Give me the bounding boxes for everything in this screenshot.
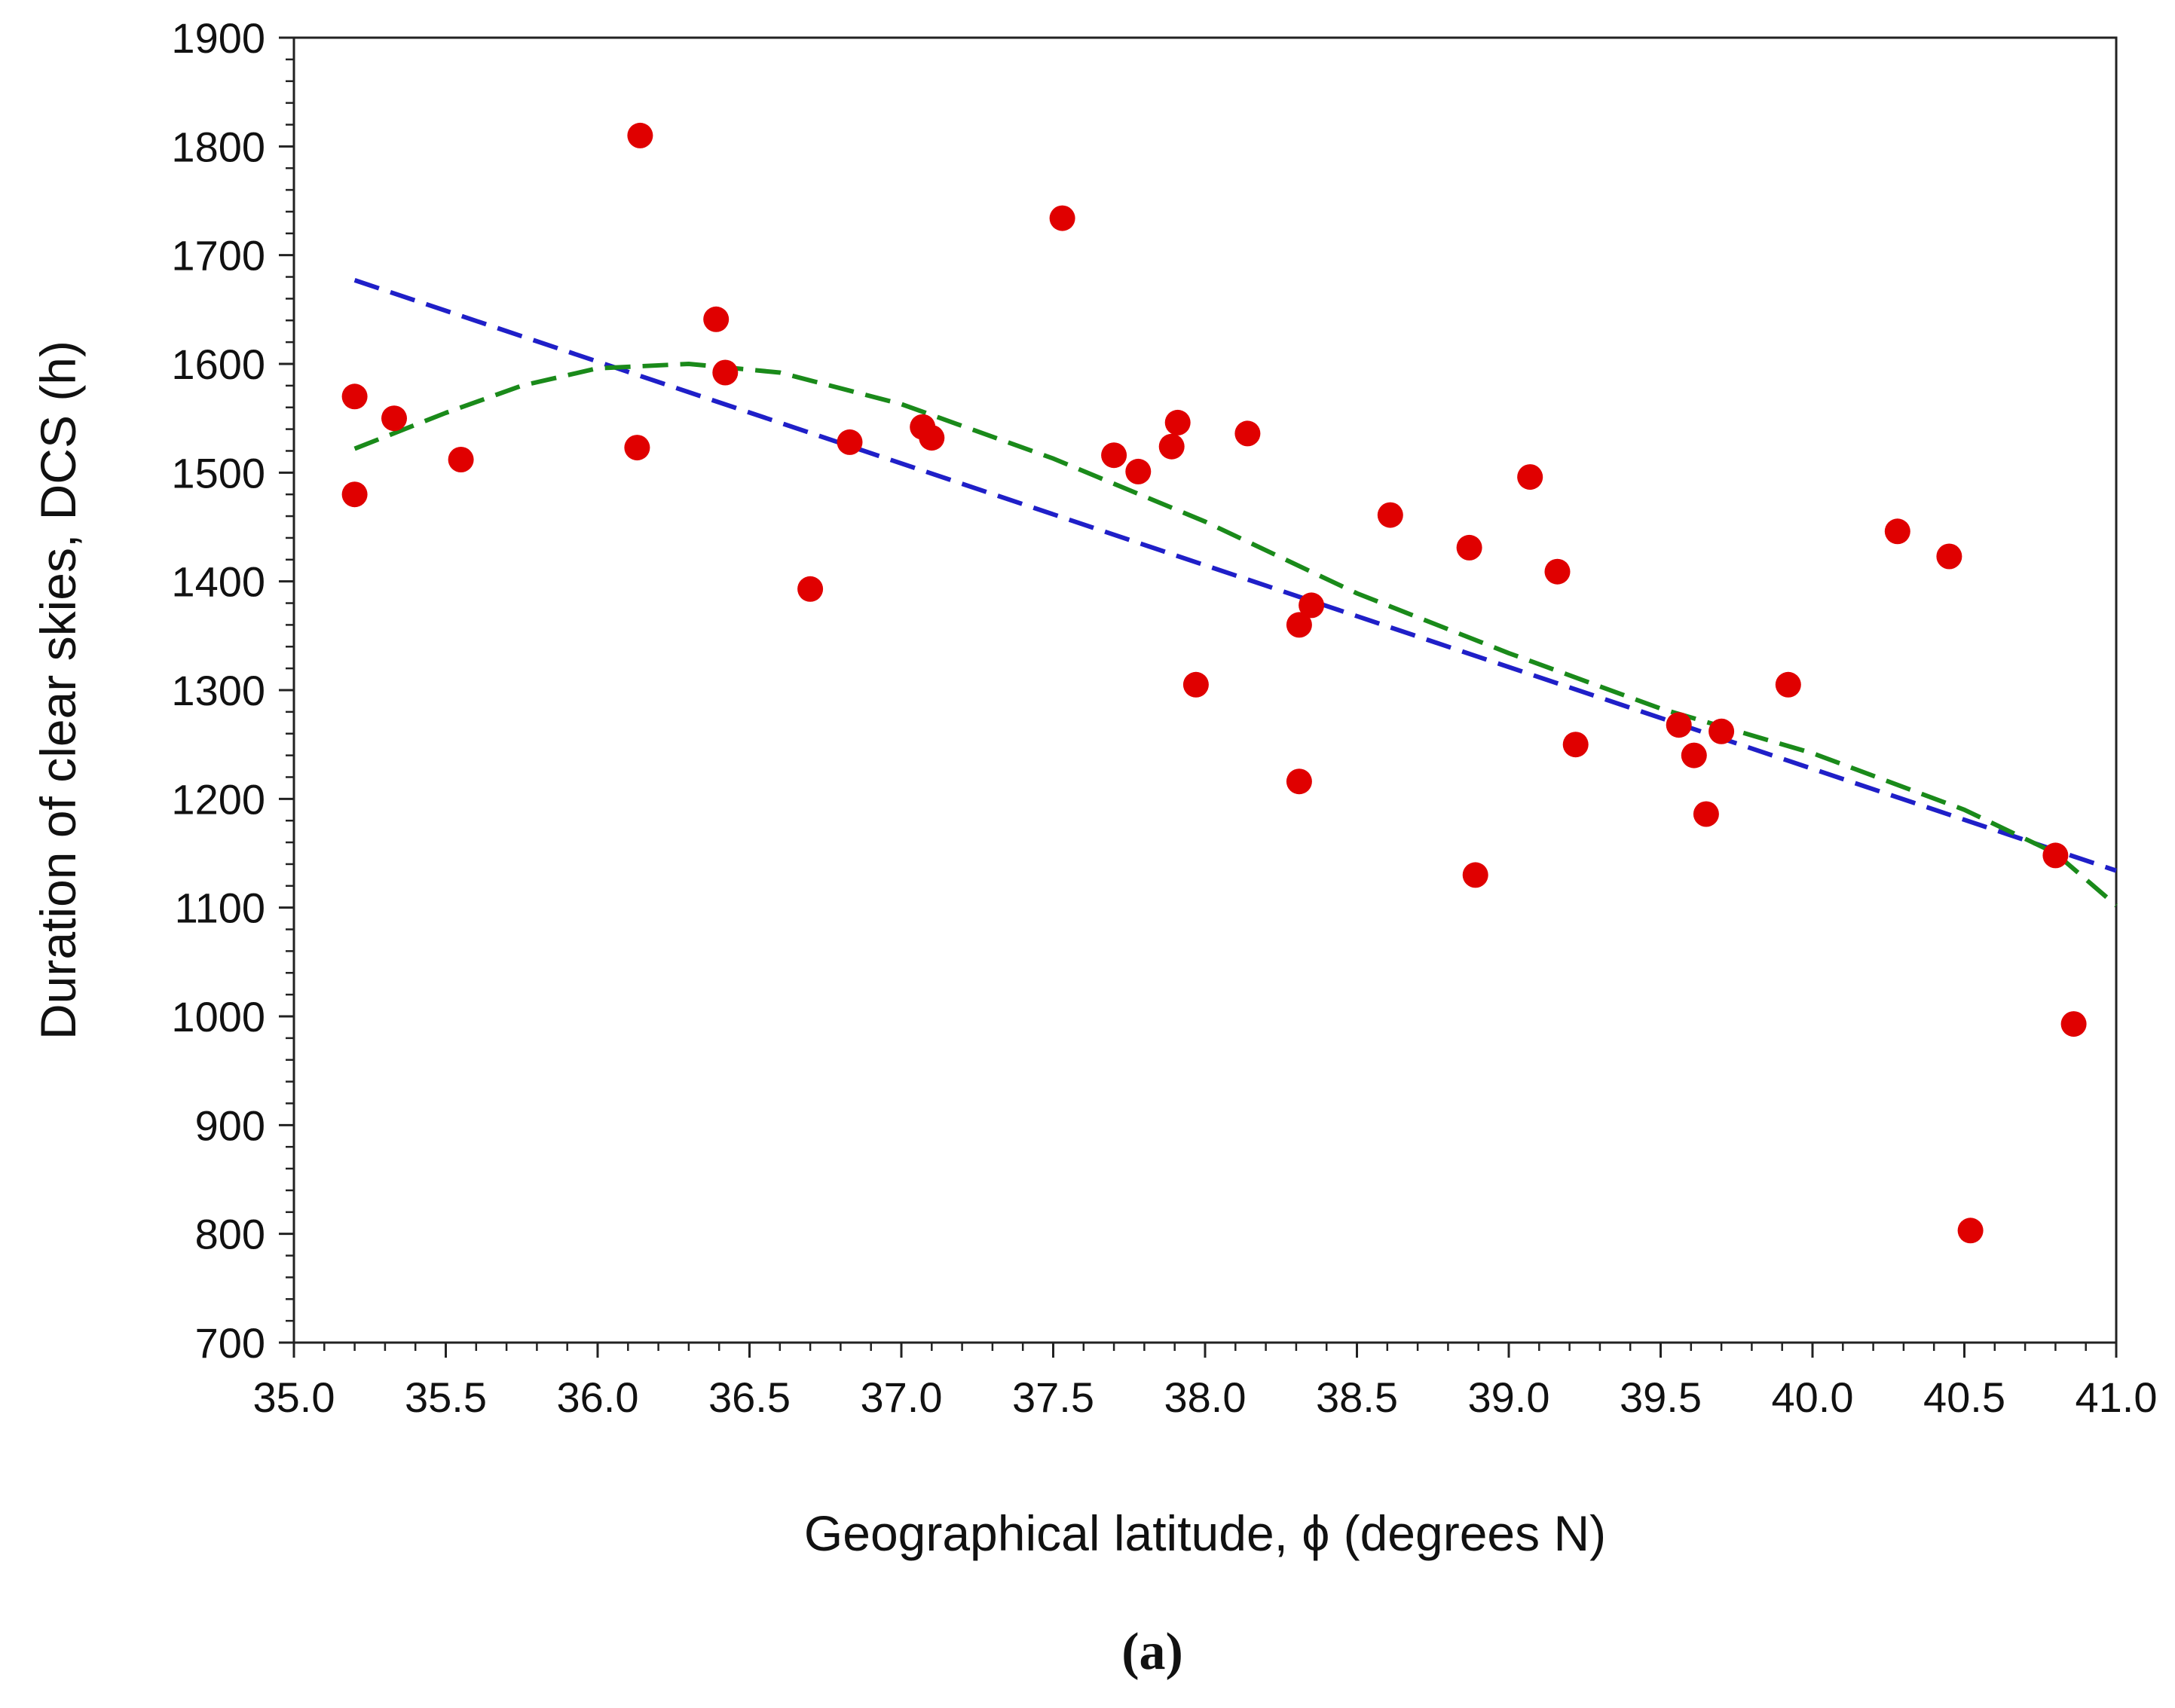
data-point bbox=[712, 359, 739, 386]
data-point bbox=[703, 306, 730, 332]
y-tick-label: 1300 bbox=[171, 667, 265, 714]
x-tick-label: 37.5 bbox=[1012, 1373, 1094, 1421]
panel-label: (a) bbox=[1121, 1623, 1183, 1681]
x-tick-label: 41.0 bbox=[2076, 1373, 2158, 1421]
data-point bbox=[2060, 1011, 2087, 1037]
y-tick-label: 700 bbox=[195, 1319, 265, 1367]
y-axis-title: Duration of clear skies, DCS (h) bbox=[30, 341, 86, 1040]
y-tick-label: 1200 bbox=[171, 775, 265, 823]
y-tick-label: 900 bbox=[195, 1101, 265, 1149]
linear-fit-line bbox=[353, 278, 2117, 873]
data-point bbox=[1708, 718, 1735, 744]
data-points bbox=[341, 122, 2087, 1244]
y-tick-label: 1500 bbox=[171, 449, 265, 497]
data-point bbox=[341, 481, 368, 508]
x-tick-label: 36.0 bbox=[557, 1373, 639, 1421]
data-point bbox=[1158, 433, 1185, 460]
y-tick-label: 800 bbox=[195, 1211, 265, 1258]
data-point bbox=[1101, 442, 1127, 469]
y-tick-label: 1800 bbox=[171, 123, 265, 170]
data-point bbox=[1957, 1218, 1984, 1244]
y-axis-ticks bbox=[279, 36, 294, 1344]
y-tick-label: 1400 bbox=[171, 558, 265, 606]
x-tick-label: 36.5 bbox=[708, 1373, 791, 1421]
polynomial-fit-line bbox=[353, 362, 2118, 908]
data-point bbox=[1456, 534, 1482, 561]
y-axis-tick-labels: 700 800 900 1000 1100 1200 1300 1400 1500 1600 170… bbox=[171, 14, 265, 1367]
data-point bbox=[1681, 742, 1707, 768]
data-point bbox=[1666, 712, 1692, 738]
data-point bbox=[1884, 518, 1910, 545]
data-point bbox=[1517, 464, 1543, 490]
x-axis-title: Geographical latitude, ϕ (degrees N) bbox=[804, 1505, 1606, 1561]
x-tick-label: 35.0 bbox=[253, 1373, 335, 1421]
data-point bbox=[624, 435, 650, 461]
x-tick-label: 39.5 bbox=[1620, 1373, 1702, 1421]
data-point bbox=[341, 383, 368, 410]
data-point bbox=[1164, 409, 1191, 435]
y-tick-label: 1600 bbox=[171, 341, 265, 388]
data-point bbox=[1544, 558, 1571, 585]
data-point bbox=[837, 429, 863, 455]
data-point bbox=[1125, 458, 1152, 484]
x-axis-tick-labels: 35.0 35.5 36.0 36.5 37.0 37.5 38.0 38.5 39.0 39.5… bbox=[253, 1373, 2158, 1421]
data-point bbox=[1936, 543, 1962, 570]
data-point bbox=[1299, 592, 1325, 619]
fit-lines bbox=[353, 278, 2118, 908]
data-point bbox=[381, 405, 407, 432]
data-point bbox=[1377, 502, 1403, 528]
data-point bbox=[797, 576, 824, 602]
y-tick-label: 1700 bbox=[171, 232, 265, 280]
data-point bbox=[919, 425, 945, 451]
y-tick-label: 1900 bbox=[171, 14, 265, 62]
x-tick-label: 40.0 bbox=[1772, 1373, 1854, 1421]
data-point bbox=[1049, 205, 1075, 231]
x-tick-label: 37.0 bbox=[861, 1373, 943, 1421]
data-point bbox=[627, 122, 653, 148]
data-point bbox=[2042, 842, 2069, 869]
x-axis-ticks bbox=[292, 1343, 2118, 1358]
x-tick-label: 35.5 bbox=[405, 1373, 487, 1421]
x-tick-label: 40.5 bbox=[1923, 1373, 2005, 1421]
y-tick-label: 1000 bbox=[171, 993, 265, 1040]
data-point bbox=[1462, 862, 1488, 888]
data-point bbox=[1286, 612, 1312, 638]
data-point bbox=[1286, 768, 1312, 795]
data-point bbox=[1562, 732, 1589, 758]
x-tick-label: 39.0 bbox=[1468, 1373, 1550, 1421]
x-tick-label: 38.0 bbox=[1164, 1373, 1247, 1421]
data-point bbox=[1775, 671, 1801, 698]
data-point bbox=[1234, 420, 1261, 447]
x-tick-label: 38.5 bbox=[1316, 1373, 1398, 1421]
data-point bbox=[448, 447, 474, 472]
y-tick-label: 1100 bbox=[175, 885, 265, 932]
data-point bbox=[1182, 671, 1209, 698]
data-point bbox=[1693, 801, 1719, 827]
